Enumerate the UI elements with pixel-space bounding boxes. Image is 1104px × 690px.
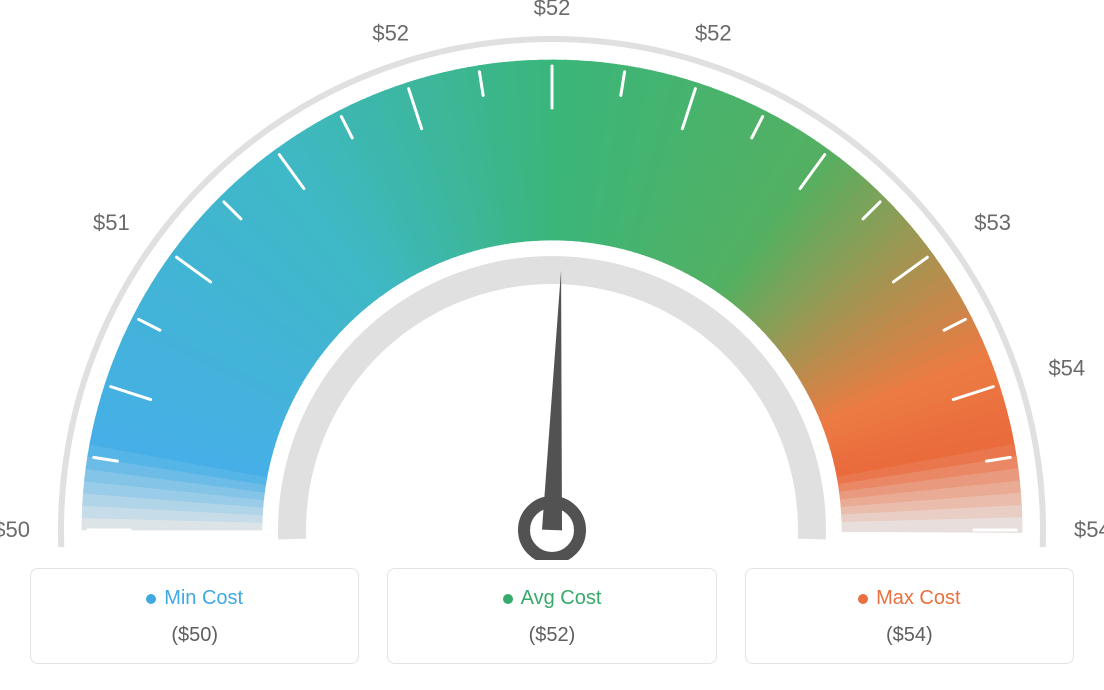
legend-title: Avg Cost — [503, 587, 602, 610]
legend-value: ($50) — [41, 624, 348, 647]
gauge-tick-label: $54 — [1048, 356, 1085, 381]
legend-card: Min Cost ($50) — [30, 568, 359, 664]
gauge-needle — [542, 270, 562, 530]
legend-card: Avg Cost ($52) — [387, 568, 716, 664]
cost-gauge: $50 $51 $52 $52 $52 $53 $54 $54 — [0, 0, 1104, 560]
legend-title-text: Min Cost — [164, 587, 243, 610]
gauge-tick-label: $50 — [0, 517, 30, 542]
gauge-tick-label: $52 — [372, 21, 409, 46]
legend-title: Max Cost — [858, 587, 960, 610]
gauge-tick-label: $52 — [534, 0, 571, 20]
legend-dot-icon — [146, 594, 156, 604]
legend-value: ($52) — [398, 624, 705, 647]
gauge-tick-label: $52 — [695, 21, 732, 46]
legend-row: Min Cost ($50) Avg Cost ($52) Max Cost ($54) — [0, 568, 1104, 664]
legend-dot-icon — [503, 594, 513, 604]
legend-title-text: Avg Cost — [521, 587, 602, 610]
legend-title-text: Max Cost — [876, 587, 960, 610]
legend-value: ($54) — [756, 624, 1063, 647]
gauge-tick-label: $51 — [93, 210, 130, 235]
gauge-svg: $50 $51 $52 $52 $52 $53 $54 $54 — [0, 0, 1104, 560]
legend-card: Max Cost ($54) — [745, 568, 1074, 664]
gauge-tick-label: $53 — [974, 210, 1011, 235]
legend-dot-icon — [858, 594, 868, 604]
legend-title: Min Cost — [146, 587, 243, 610]
gauge-tick-label: $54 — [1074, 517, 1104, 542]
